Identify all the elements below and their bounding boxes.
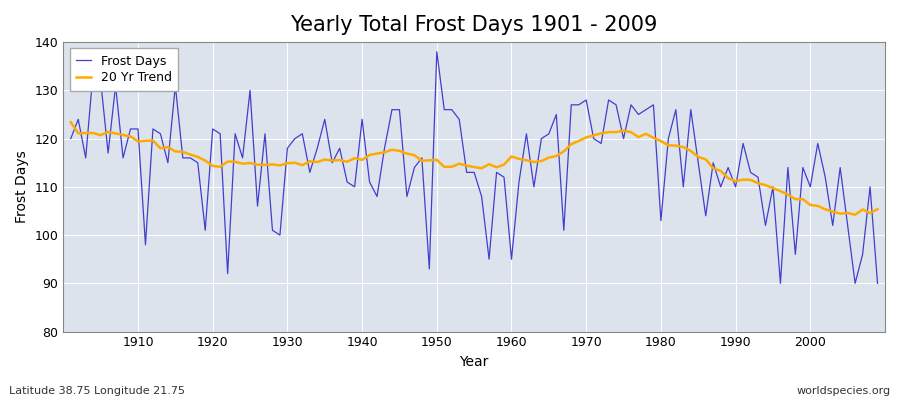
20 Yr Trend — [596, 131, 607, 136]
Frost Days — [66, 136, 77, 141]
20 Yr Trend — [499, 162, 509, 167]
Line: Frost Days: Frost Days — [71, 52, 878, 283]
20 Yr Trend — [506, 154, 517, 159]
20 Yr Trend — [850, 212, 860, 217]
20 Yr Trend — [872, 207, 883, 212]
Title: Yearly Total Frost Days 1901 - 2009: Yearly Total Frost Days 1901 - 2009 — [291, 15, 658, 35]
Y-axis label: Frost Days: Frost Days — [15, 150, 29, 223]
Frost Days — [514, 180, 525, 184]
Frost Days — [431, 49, 442, 54]
20 Yr Trend — [334, 158, 345, 162]
20 Yr Trend — [66, 120, 77, 124]
20 Yr Trend — [125, 134, 136, 139]
Frost Days — [334, 146, 345, 151]
Line: 20 Yr Trend: 20 Yr Trend — [71, 122, 878, 215]
X-axis label: Year: Year — [460, 355, 489, 369]
20 Yr Trend — [290, 160, 301, 165]
Frost Days — [506, 257, 517, 262]
Text: worldspecies.org: worldspecies.org — [796, 386, 891, 396]
Legend: Frost Days, 20 Yr Trend: Frost Days, 20 Yr Trend — [69, 48, 178, 91]
Frost Days — [872, 281, 883, 286]
Frost Days — [290, 136, 301, 141]
Text: Latitude 38.75 Longitude 21.75: Latitude 38.75 Longitude 21.75 — [9, 386, 185, 396]
Frost Days — [125, 126, 136, 131]
Frost Days — [603, 98, 614, 102]
Frost Days — [775, 281, 786, 286]
